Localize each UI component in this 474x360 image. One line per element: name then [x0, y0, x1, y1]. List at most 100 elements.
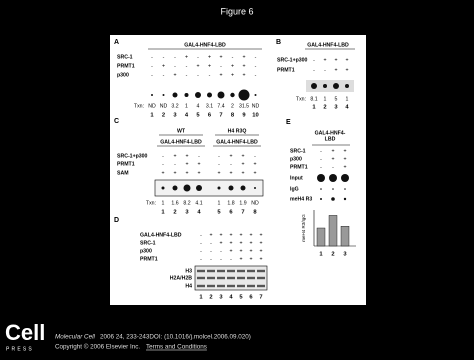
sign: -	[163, 54, 165, 60]
terms-link[interactable]: Terms and Conditions	[146, 344, 207, 351]
sign: +	[323, 57, 326, 63]
gel-band	[237, 276, 245, 280]
txn-value: 4.1	[195, 200, 202, 206]
gel-band	[217, 284, 225, 288]
sign: -	[162, 153, 164, 159]
blot-spot	[238, 89, 250, 101]
lane-number: 5	[217, 210, 221, 216]
blot-spot	[254, 94, 257, 96]
construct: GAL4-HNF4-LBD	[307, 42, 349, 48]
lane-number: 4	[197, 210, 201, 216]
lane-number: 6	[249, 295, 253, 301]
row-label: PRMT1	[277, 67, 295, 73]
row-label: SRC-1+p300	[277, 57, 308, 63]
blot-spot	[230, 92, 235, 98]
blot-spot	[217, 186, 221, 190]
lane-number: 3	[173, 113, 177, 119]
lane-number: 6	[229, 210, 233, 216]
sign: +	[197, 170, 200, 176]
sign: +	[231, 63, 234, 69]
txn-value: ND	[252, 103, 260, 109]
lane-number: 7	[259, 295, 262, 301]
txn-value: 1	[218, 200, 221, 206]
lane-number: 3	[343, 252, 347, 258]
lane-number: 8	[253, 210, 257, 216]
row-label: PRMT1	[117, 161, 135, 167]
txn-value: 8.1	[310, 96, 317, 102]
y-axis-label: meH4 R3/IgG	[301, 214, 306, 242]
sign: +	[249, 232, 252, 238]
lane-number: 1	[312, 105, 316, 111]
group-name: H4 R3Q	[228, 128, 247, 134]
sign: +	[331, 156, 334, 162]
sign: +	[343, 148, 346, 154]
lane-number: 7	[219, 113, 222, 119]
lane-number: 2	[209, 295, 212, 301]
sign: -	[174, 63, 176, 69]
journal: Molecular Cell	[55, 334, 95, 341]
lane-number: 7	[241, 210, 244, 216]
gel-band	[197, 276, 205, 280]
sign: -	[198, 153, 200, 159]
sign: -	[320, 148, 322, 154]
gel-band	[237, 269, 245, 273]
blot-spot	[195, 92, 201, 98]
blot-spot	[228, 185, 234, 191]
sign: -	[162, 161, 164, 167]
sign: +	[173, 72, 176, 78]
blot-spot	[172, 185, 178, 191]
sign: +	[185, 161, 188, 167]
sign: -	[220, 256, 222, 262]
blot-spot	[161, 186, 165, 190]
sign: +	[219, 54, 222, 60]
blot-spot	[320, 198, 322, 200]
sign: -	[197, 54, 199, 60]
sign: +	[334, 57, 337, 63]
sign: +	[239, 240, 242, 246]
sign: +	[241, 161, 244, 167]
figure-panel	[110, 35, 366, 305]
sign: -	[220, 248, 222, 254]
sign: +	[239, 256, 242, 262]
lane-number: 5	[239, 295, 243, 301]
txn-value: 31.5	[239, 103, 249, 109]
sign: +	[239, 232, 242, 238]
row-label: p300	[290, 156, 302, 162]
row-label: PRMT1	[117, 63, 135, 69]
gel-band	[207, 284, 215, 288]
sign: -	[209, 72, 211, 78]
lane-number: 2	[323, 105, 326, 111]
gel-band	[247, 276, 255, 280]
construct: GAL4-HNF4-	[315, 130, 346, 136]
txn-value: 3.1	[206, 103, 213, 109]
band-label: H3	[185, 268, 192, 274]
row-label: PRMT1	[140, 256, 158, 262]
sign: +	[345, 67, 348, 73]
sign: +	[185, 153, 188, 159]
blot	[154, 179, 264, 197]
row-label: PRMT1	[290, 164, 308, 170]
sign: +	[209, 232, 212, 238]
row-label: SRC-1	[140, 240, 156, 246]
gel-band	[257, 276, 265, 280]
sign: -	[151, 63, 153, 69]
sign: -	[320, 164, 322, 170]
lane-number: 4	[229, 295, 233, 301]
sign: -	[210, 240, 212, 246]
logo: Cell	[5, 320, 45, 345]
txn-value: 2	[231, 103, 234, 109]
txn-value: ND	[160, 103, 168, 109]
sign: +	[345, 57, 348, 63]
txn-value: 1	[324, 96, 327, 102]
txn-value: ND	[251, 200, 259, 206]
blot-spot	[333, 83, 339, 89]
bar	[316, 227, 326, 247]
sign: -	[218, 153, 220, 159]
copyright: Copyright © 2006 Elsevier Inc.	[55, 343, 140, 351]
sign: -	[313, 57, 315, 63]
sign: -	[174, 161, 176, 167]
sign: -	[320, 156, 322, 162]
sign: -	[218, 161, 220, 167]
gel-band	[237, 284, 245, 288]
txn-value: 8.2	[183, 200, 190, 206]
